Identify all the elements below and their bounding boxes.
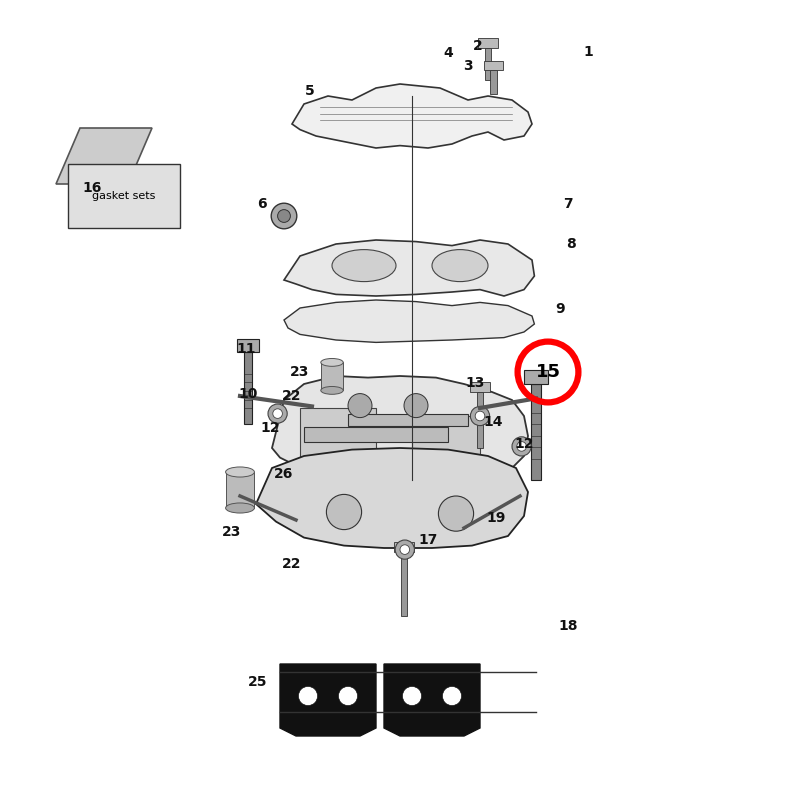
Text: 3: 3 bbox=[463, 58, 473, 73]
Text: 1: 1 bbox=[583, 45, 593, 59]
Bar bbox=[300, 408, 376, 464]
Text: 23: 23 bbox=[290, 365, 310, 379]
Polygon shape bbox=[384, 664, 480, 736]
Bar bbox=[477, 392, 483, 448]
FancyBboxPatch shape bbox=[68, 164, 180, 228]
Circle shape bbox=[273, 409, 282, 418]
Circle shape bbox=[402, 686, 422, 706]
Bar bbox=[401, 552, 407, 616]
Circle shape bbox=[442, 686, 462, 706]
Ellipse shape bbox=[321, 386, 343, 394]
Text: 7: 7 bbox=[563, 197, 573, 211]
Text: 6: 6 bbox=[258, 197, 267, 211]
Polygon shape bbox=[256, 448, 528, 548]
Circle shape bbox=[326, 494, 362, 530]
Circle shape bbox=[400, 545, 410, 554]
Polygon shape bbox=[272, 376, 528, 478]
Bar bbox=[226, 472, 254, 508]
Text: 24: 24 bbox=[430, 714, 450, 729]
Bar bbox=[478, 38, 498, 48]
Bar bbox=[531, 384, 542, 480]
Text: 2: 2 bbox=[473, 39, 482, 54]
Circle shape bbox=[517, 442, 526, 451]
Circle shape bbox=[298, 686, 318, 706]
Bar bbox=[321, 362, 343, 390]
Bar bbox=[238, 339, 258, 352]
Bar bbox=[348, 414, 468, 426]
Text: 12: 12 bbox=[261, 421, 280, 435]
Circle shape bbox=[348, 394, 372, 418]
Bar bbox=[304, 427, 448, 442]
Polygon shape bbox=[280, 664, 376, 736]
Bar bbox=[243, 352, 253, 424]
Text: 18: 18 bbox=[558, 618, 578, 633]
Polygon shape bbox=[284, 240, 534, 296]
Text: 22: 22 bbox=[282, 389, 302, 403]
Circle shape bbox=[438, 496, 474, 531]
Bar bbox=[485, 48, 491, 80]
Circle shape bbox=[475, 411, 485, 421]
Text: 8: 8 bbox=[566, 237, 576, 251]
Text: 10: 10 bbox=[238, 386, 258, 401]
Polygon shape bbox=[284, 300, 534, 342]
Bar bbox=[484, 61, 503, 70]
Text: 9: 9 bbox=[555, 302, 565, 316]
Text: 4: 4 bbox=[443, 46, 453, 60]
Circle shape bbox=[278, 210, 290, 222]
Text: 23: 23 bbox=[222, 525, 242, 539]
Bar bbox=[412, 416, 480, 464]
Ellipse shape bbox=[332, 250, 396, 282]
Text: 26: 26 bbox=[274, 466, 294, 481]
Text: 5: 5 bbox=[305, 84, 314, 98]
Circle shape bbox=[338, 686, 358, 706]
Circle shape bbox=[512, 437, 531, 456]
Text: 19: 19 bbox=[486, 511, 506, 526]
Circle shape bbox=[404, 394, 428, 418]
Ellipse shape bbox=[432, 250, 488, 282]
Text: 25: 25 bbox=[248, 674, 267, 689]
Text: 11: 11 bbox=[237, 342, 256, 356]
Bar bbox=[523, 370, 549, 384]
Circle shape bbox=[271, 203, 297, 229]
Ellipse shape bbox=[226, 503, 254, 513]
Polygon shape bbox=[292, 84, 532, 148]
Ellipse shape bbox=[226, 467, 254, 477]
Circle shape bbox=[268, 404, 287, 423]
Text: 13: 13 bbox=[466, 376, 485, 390]
Text: 22: 22 bbox=[282, 557, 302, 571]
Text: gasket sets: gasket sets bbox=[92, 191, 156, 201]
Text: 17: 17 bbox=[418, 533, 438, 547]
Polygon shape bbox=[56, 128, 152, 184]
Bar bbox=[394, 542, 414, 552]
Ellipse shape bbox=[321, 358, 343, 366]
Text: 15: 15 bbox=[535, 363, 561, 381]
Circle shape bbox=[395, 540, 414, 559]
Bar bbox=[470, 382, 490, 392]
Circle shape bbox=[470, 406, 490, 426]
Text: 14: 14 bbox=[484, 415, 503, 430]
Text: 12: 12 bbox=[514, 437, 534, 451]
Text: 16: 16 bbox=[82, 181, 102, 195]
Bar bbox=[490, 70, 497, 94]
